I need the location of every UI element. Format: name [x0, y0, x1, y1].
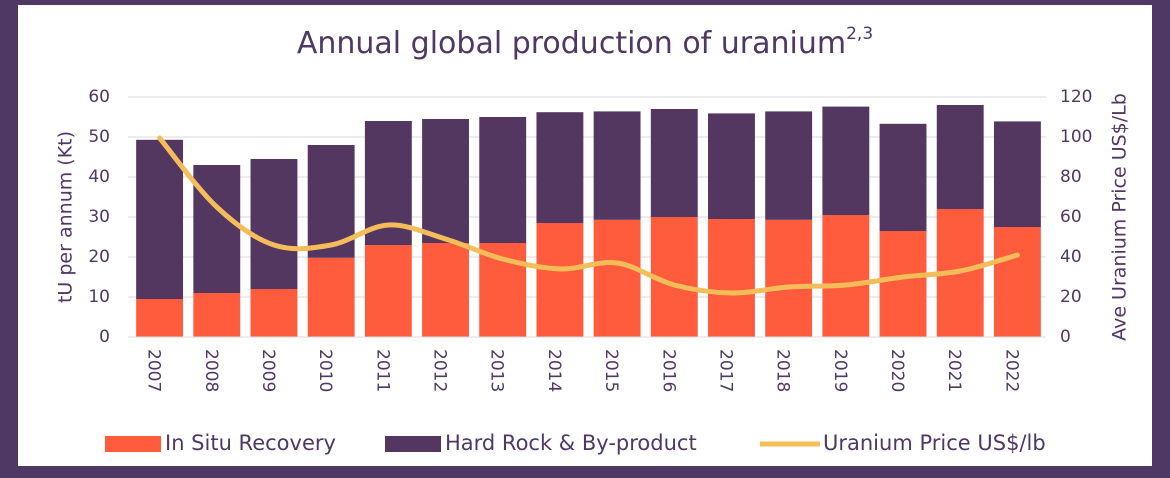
- bar-segment: [136, 299, 184, 337]
- y-axis-label: tU per annum (Kt): [55, 131, 77, 303]
- bar-segment: [993, 227, 1041, 337]
- y-tick-label: 60: [88, 87, 110, 107]
- x-tick-label: 2008: [201, 349, 221, 392]
- x-tick-label: 2022: [1001, 349, 1021, 392]
- bar-segment: [364, 245, 412, 337]
- title-text: Annual global production of uranium: [297, 26, 846, 61]
- x-tick-label: 2016: [658, 349, 678, 392]
- x-tick-label: 2017: [715, 349, 735, 392]
- y-tick-label: 10: [88, 287, 110, 307]
- x-tick-label: 2012: [430, 349, 450, 392]
- x-tick-label: 2020: [887, 349, 907, 392]
- bar-segment: [536, 112, 584, 223]
- y2-tick-label: 80: [1060, 167, 1082, 187]
- bar-segment: [593, 111, 641, 220]
- y-tick-label: 20: [88, 247, 110, 267]
- x-tick-label: 2011: [372, 349, 392, 392]
- bar-segment: [193, 293, 241, 337]
- price-line: [157, 135, 1020, 296]
- bar-segment: [708, 113, 755, 219]
- legend-label: Hard Rock & By-product: [445, 431, 697, 455]
- bar-segment: [193, 165, 241, 293]
- bar-segment: [879, 231, 927, 337]
- bar-segment: [250, 159, 298, 289]
- x-tick-label: 2021: [944, 349, 964, 392]
- y2-tick-label: 0: [1060, 327, 1071, 347]
- x-tick-label: 2013: [487, 349, 507, 392]
- y-tick-label: 40: [88, 167, 110, 187]
- x-tick-label: 2007: [144, 349, 164, 392]
- y-tick-label: 50: [88, 127, 110, 147]
- legend-swatch: [105, 436, 161, 452]
- y-tick-label: 0: [99, 327, 110, 347]
- bar-segment: [536, 223, 584, 337]
- y2-tick-label: 20: [1060, 287, 1082, 307]
- bar-segment: [422, 119, 469, 243]
- y2-axis-label: Ave Uranium Price US$/Lb: [1109, 93, 1131, 341]
- title-superscript: 2,3: [846, 24, 873, 44]
- y2-tick-label: 100: [1060, 127, 1092, 147]
- legend-swatch: [385, 436, 441, 452]
- bar-segment: [479, 117, 527, 243]
- x-tick-label: 2019: [830, 349, 850, 392]
- x-tick-label: 2018: [773, 349, 793, 392]
- bar-segment: [765, 111, 813, 220]
- legend-label: Uranium Price US$/lb: [823, 431, 1046, 455]
- legend-label: In Situ Recovery: [165, 431, 336, 455]
- y2-tick-label: 40: [1060, 247, 1082, 267]
- bar-segment: [822, 215, 870, 337]
- bar-segment: [879, 123, 927, 231]
- bar-segment: [936, 105, 984, 209]
- y2-tick-label: 120: [1060, 87, 1092, 107]
- bar-segment: [765, 219, 813, 337]
- bar-segment: [708, 219, 755, 337]
- x-tick-label: 2014: [544, 349, 564, 392]
- bar-segment: [250, 289, 298, 337]
- bar-segment: [650, 109, 698, 217]
- chart-title: Annual global production of uranium2,3: [297, 24, 873, 61]
- bar-segment: [422, 243, 469, 337]
- x-tick-label: 2010: [315, 349, 335, 392]
- bar-segment: [822, 106, 870, 215]
- bar-segment: [136, 139, 184, 299]
- y2-tick-label: 60: [1060, 207, 1082, 227]
- x-tick-label: 2009: [258, 349, 278, 392]
- bar-segment: [593, 219, 641, 337]
- bar-segment: [993, 121, 1041, 227]
- x-tick-label: 2015: [601, 349, 621, 392]
- bar-segment: [307, 257, 355, 337]
- y-tick-label: 30: [88, 207, 110, 227]
